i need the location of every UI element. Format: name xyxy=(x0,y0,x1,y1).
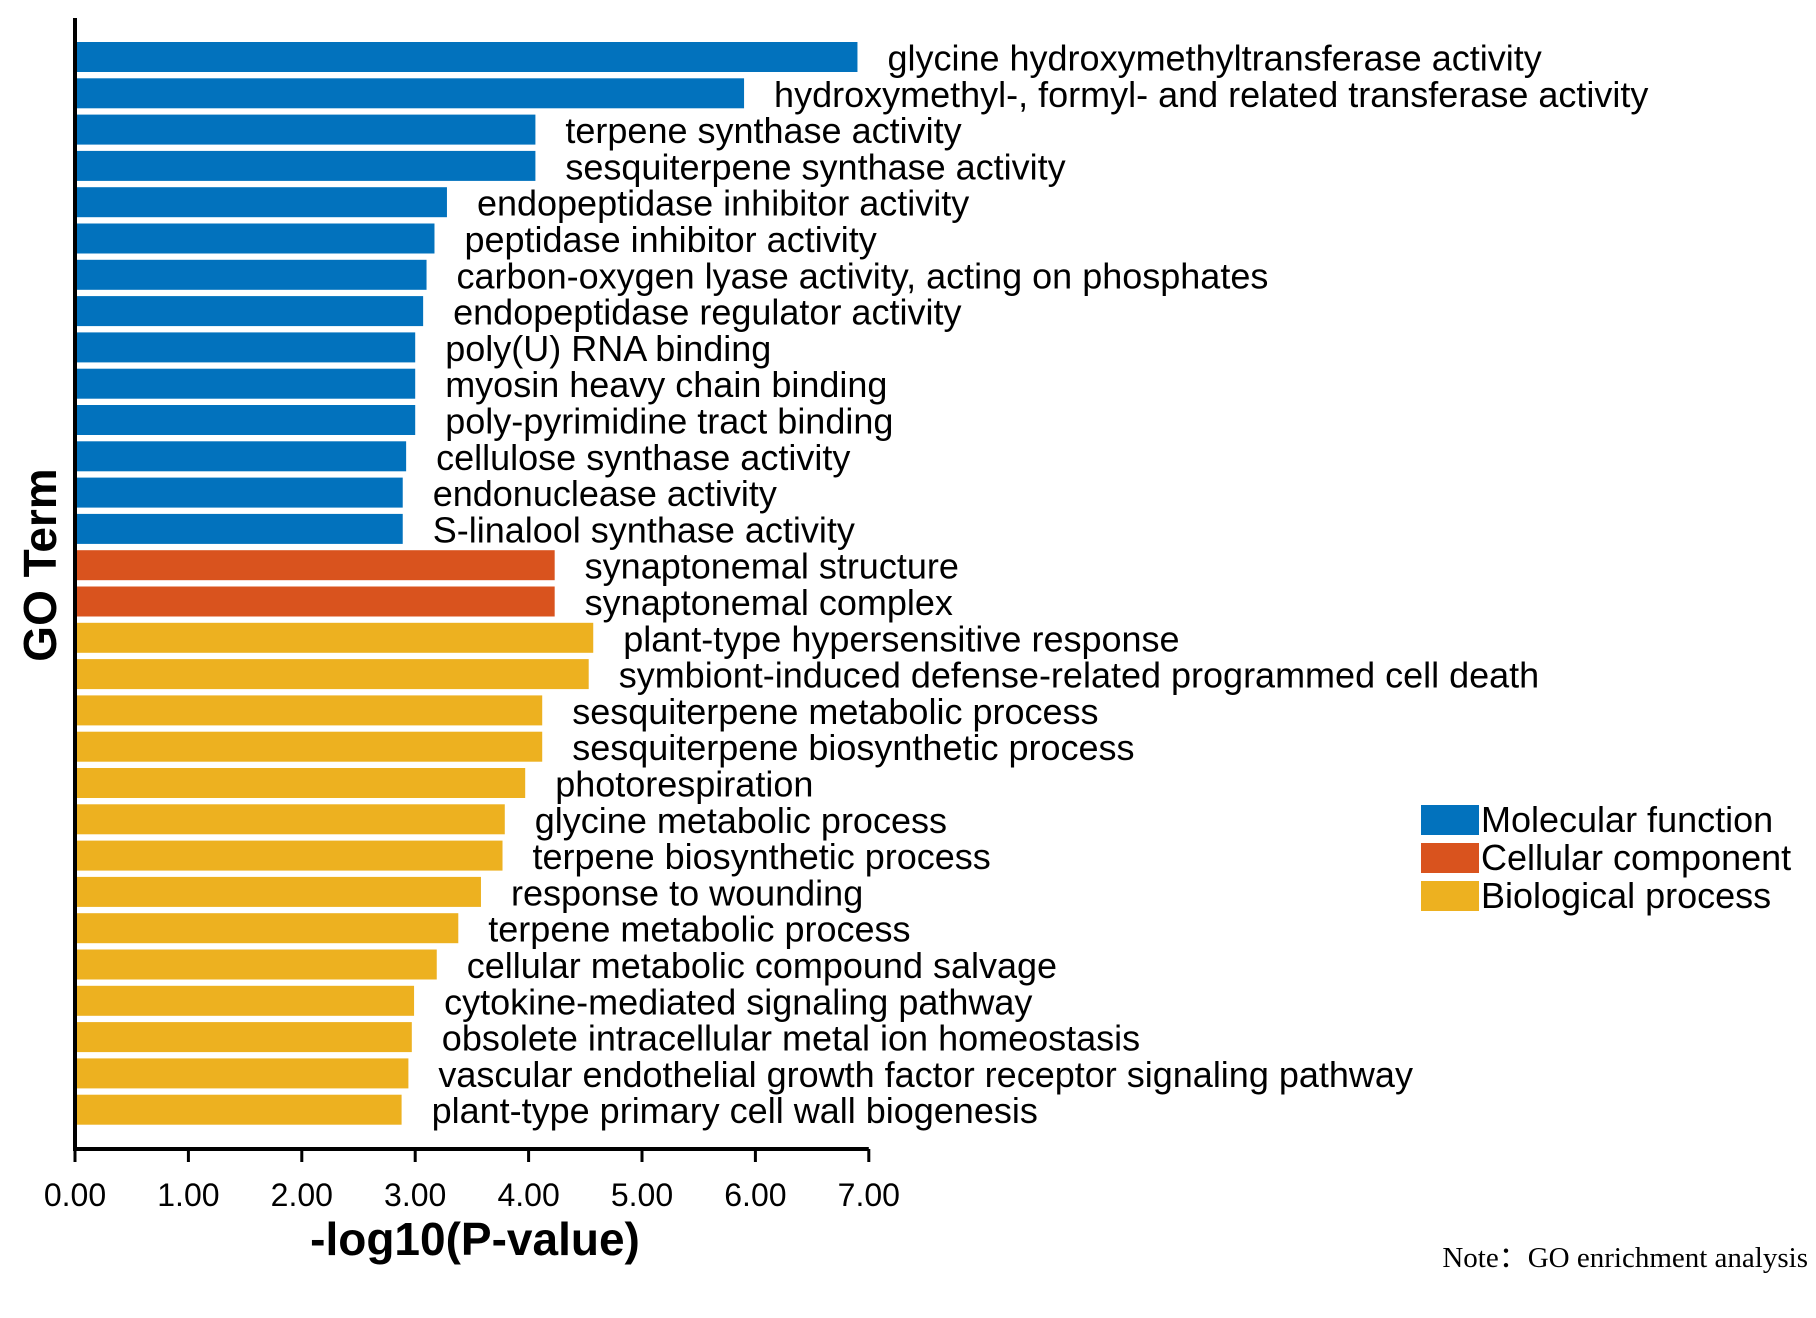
note-caption: Note：GO enrichment analysis xyxy=(1442,1242,1808,1274)
legend-label: Biological process xyxy=(1481,875,1771,916)
bar-label: sesquiterpene synthase activity xyxy=(565,146,1065,187)
bar-label: cellulose synthase activity xyxy=(436,437,850,478)
bar xyxy=(77,332,416,363)
x-tick-label: 4.00 xyxy=(497,1177,559,1213)
x-axis-title: -log10(P-value) xyxy=(310,1213,640,1265)
bar xyxy=(77,876,481,907)
bar xyxy=(77,804,505,835)
bar-label: terpene synthase activity xyxy=(565,110,961,151)
bar-label: photorespiration xyxy=(555,764,813,805)
bar-label: myosin heavy chain binding xyxy=(445,364,887,405)
bar xyxy=(77,840,503,871)
bar xyxy=(77,259,427,290)
bar-label: S-linalool synthase activity xyxy=(433,509,855,550)
legend-swatch xyxy=(1421,805,1479,835)
bar-label: hydroxymethyl-, formyl- and related tran… xyxy=(774,74,1648,115)
bar-label: endonuclease activity xyxy=(433,473,777,514)
bar-label: carbon-oxygen lyase activity, acting on … xyxy=(457,255,1269,296)
bar-label: synaptonemal complex xyxy=(585,582,953,623)
x-tick-label: 2.00 xyxy=(271,1177,333,1213)
bar xyxy=(77,150,536,181)
x-tick-label: 6.00 xyxy=(724,1177,786,1213)
bar xyxy=(77,513,403,544)
bar xyxy=(77,949,437,980)
x-tick-label: 0.00 xyxy=(44,1177,106,1213)
legend-swatch xyxy=(1421,843,1479,873)
bar xyxy=(77,1022,412,1053)
bar xyxy=(77,586,555,617)
bar xyxy=(77,405,416,435)
bar xyxy=(77,659,589,690)
legend-swatch xyxy=(1421,881,1479,911)
bar-label: glycine hydroxymethyltransferase activit… xyxy=(887,38,1541,79)
bar-label: poly(U) RNA binding xyxy=(445,328,771,369)
bar xyxy=(77,913,459,944)
bar-label: sesquiterpene biosynthetic process xyxy=(572,727,1134,768)
bar xyxy=(77,477,403,508)
x-tick-label: 5.00 xyxy=(611,1177,673,1213)
bar-label: synaptonemal structure xyxy=(585,546,959,587)
bar xyxy=(77,441,407,472)
bar-labels-group: glycine hydroxymethyltransferase activit… xyxy=(432,38,1649,1132)
bar-label: obsolete intracellular metal ion homeost… xyxy=(442,1018,1140,1059)
x-tick-label: 7.00 xyxy=(838,1177,900,1213)
bar xyxy=(77,768,526,798)
bar-label: terpene biosynthetic process xyxy=(533,836,991,877)
bar-label: response to wounding xyxy=(511,872,863,913)
bar-label: endopeptidase inhibitor activity xyxy=(477,183,969,224)
legend-label: Cellular component xyxy=(1481,837,1791,878)
x-tick-label: 1.00 xyxy=(157,1177,219,1213)
bar xyxy=(77,223,435,254)
bar-label: symbiont-induced defense-related program… xyxy=(619,655,1540,696)
x-ticks-group: 0.00 1.00 2.00 3.00 4.00 5.00 6.00 7.00 xyxy=(44,1149,900,1213)
bar-label: endopeptidase regulator activity xyxy=(453,292,961,333)
bars-group xyxy=(77,42,858,1125)
bar-label: plant-type hypersensitive response xyxy=(623,618,1179,659)
bar-label: plant-type primary cell wall biogenesis xyxy=(432,1090,1038,1131)
bar xyxy=(77,368,416,399)
bar-label: peptidase inhibitor activity xyxy=(464,219,876,260)
bar xyxy=(77,550,555,581)
bar xyxy=(77,1094,402,1125)
bar xyxy=(77,187,447,218)
bar xyxy=(77,114,536,145)
bar xyxy=(77,42,858,72)
bar-label: sesquiterpene metabolic process xyxy=(572,691,1098,732)
bar xyxy=(77,985,415,1016)
bar xyxy=(77,731,543,762)
bar xyxy=(77,1058,409,1089)
bar xyxy=(77,78,745,109)
bar-label: terpene metabolic process xyxy=(488,909,910,950)
bar-label: cellular metabolic compound salvage xyxy=(467,945,1057,986)
bar-label: vascular endothelial growth factor recep… xyxy=(438,1054,1413,1095)
bar xyxy=(77,622,594,653)
legend-label: Molecular function xyxy=(1481,799,1773,840)
y-axis-title: GO Term xyxy=(14,468,66,661)
bar-label: poly-pyrimidine tract binding xyxy=(445,401,893,442)
bar-label: cytokine-mediated signaling pathway xyxy=(444,981,1032,1022)
x-tick-label: 3.00 xyxy=(384,1177,446,1213)
bar xyxy=(77,296,424,327)
bar-label: glycine metabolic process xyxy=(535,800,947,841)
bar xyxy=(77,695,543,726)
